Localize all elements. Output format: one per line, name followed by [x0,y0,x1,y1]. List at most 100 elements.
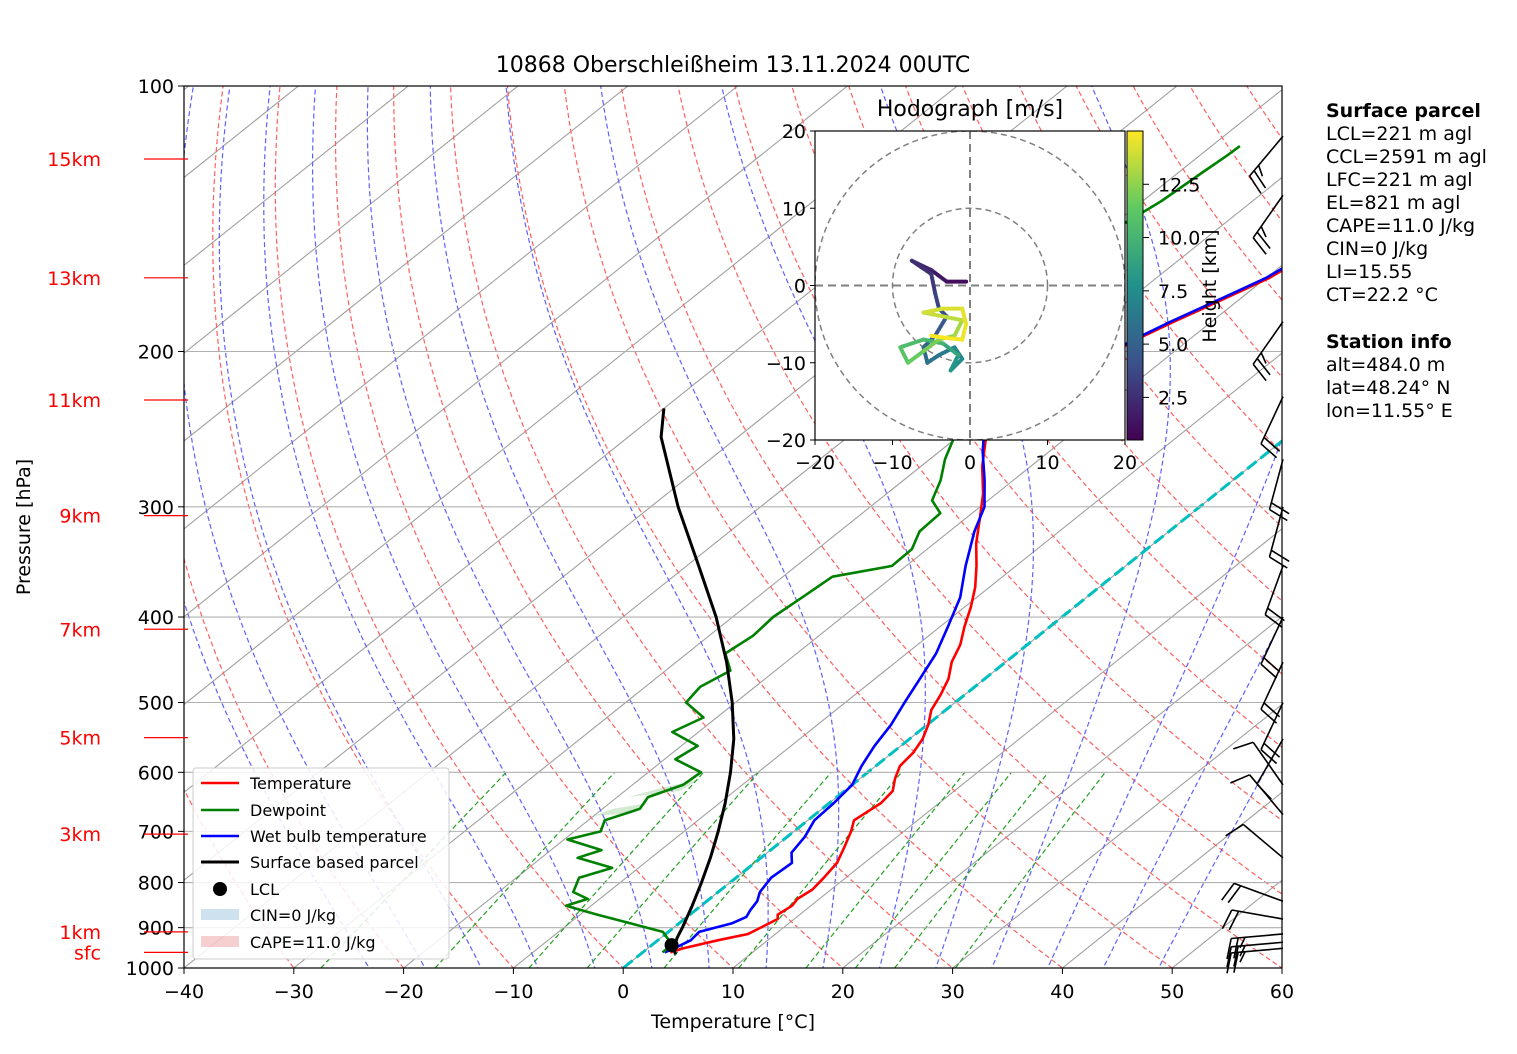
dry-adiabat-line [620,86,1282,968]
station-info-lon: lon=11.55° E [1326,400,1453,422]
cape-fill-patch [593,803,649,816]
chart-title: 10868 Oberschleißheim 13.11.2024 00UTC [496,53,971,78]
wind-barb [1260,661,1284,724]
y-axis-label: Pressure [hPa] [13,459,35,595]
isotherm-line [184,86,739,530]
x-tick-label: −20 [384,981,424,1003]
isotherm-line [184,86,410,267]
cape-fill-patch [628,778,701,798]
height-marker-label: 7km [59,619,101,641]
x-tick-label: 20 [831,981,855,1003]
isotherm-line [184,86,959,706]
colorbar-tick-label: 7.5 [1158,281,1188,303]
moist-adiabat-line [366,86,653,968]
hodograph-segment [929,333,949,341]
wind-barb [1252,194,1284,255]
moist-adiabat-line [721,86,926,968]
isotherm-line [402,264,1282,968]
wind-barb [1226,933,1284,960]
x-tick-label: −30 [274,981,314,1003]
x-tick-label: −10 [493,981,533,1003]
wind-barb [1221,882,1284,904]
x-tick-label: 10 [721,981,745,1003]
moist-adiabat-line [1102,618,1282,968]
info-panel: Surface parcel LCL=221 m agl CCL=2591 m … [1326,100,1487,423]
wind-barb [1260,396,1284,459]
x-tick-label: 0 [617,981,629,1003]
x-tick-label: 50 [1160,981,1184,1003]
legend-temperature-label: Temperature [249,774,351,793]
hodograph-x-tick-label: 20 [1113,452,1137,474]
hodograph: Hodograph [m/s] −20 −10 0 10 20 20 10 0 −10 −20 2… [766,97,1221,474]
x-tick-label: 60 [1270,981,1294,1003]
cape-cin-fill [593,778,701,816]
hodograph-segment [909,258,934,276]
surface-parcel-ccl: CCL=2591 m agl [1326,146,1487,168]
height-marker-label: 5km [59,728,101,750]
hodograph-segment [921,306,945,315]
hodograph-segment [906,349,926,365]
hodograph-y-tick-label: 0 [794,276,806,298]
series-parcel-line [659,408,736,955]
y-tick-label: 800 [138,873,174,895]
dry-adiabat-line [961,86,1282,528]
hodograph-y-tick-label: −20 [766,430,806,452]
isotherm-line [951,703,1282,968]
moist-adiabat-line [879,86,1035,968]
colorbar-tick-label: 10.0 [1158,228,1200,250]
hodograph-segment [940,314,965,323]
isotherm-line [184,86,629,442]
legend-lcl-marker [213,882,227,896]
wind-barb [1256,738,1284,800]
colorbar-tick-label: 12.5 [1158,174,1200,196]
y-tick-label: 700 [138,821,174,843]
series-wetbulb-line [664,267,1282,954]
hodograph-y-tick-label: 10 [782,198,806,220]
hodograph-segment [898,345,910,365]
surface-parcel-lcl: LCL=221 m agl [1326,123,1473,145]
wind-barb [1248,135,1284,194]
height-marker-label: 1km [59,922,101,944]
dry-adiabat-line [1018,86,1282,454]
hodograph-x-tick-label: 10 [1035,452,1059,474]
colorbar-tick-label: 5.0 [1158,334,1188,356]
station-info-alt: alt=484.0 m [1326,354,1446,376]
hodograph-x-tick-label: 0 [964,452,976,474]
wind-barb [1226,947,1284,974]
info-gap [1326,307,1487,331]
legend-lcl-label: LCL [250,880,279,899]
surface-parcel-li: LI=15.55 [1326,261,1413,283]
hodograph-segment [925,353,941,365]
dry-adiabat-line [334,86,734,968]
dry-adiabat-line [563,86,1174,968]
hodograph-ring [891,207,1049,364]
mixing-ratio-line [805,771,966,968]
hodograph-title: Hodograph [m/s] [877,97,1063,122]
hodograph-grid [815,131,1125,440]
series-temperature-line [669,269,1282,954]
hodograph-segment [921,337,941,354]
y-tick-label: 100 [138,76,174,98]
y-tick-label: 300 [138,497,174,519]
wind-barb [1268,459,1290,522]
legend-cin-label: CIN=0 J/kg [250,906,336,925]
wind-barb [1225,823,1284,859]
moist-adiabat-line [263,86,539,968]
x-axis-label: Temperature [°C] [650,1011,815,1033]
hodograph-y-tick-label: −10 [766,353,806,375]
hodograph-segment [952,318,965,338]
station-info-header: Station info [1326,331,1452,353]
y-tick-label: 600 [138,762,174,784]
wind-barb [1252,321,1284,382]
x-tick-label: −40 [164,981,204,1003]
legend-box [192,767,450,960]
hodograph-segment [929,268,949,284]
dry-adiabat-line [734,86,1282,822]
wind-barb [1264,565,1285,628]
hodograph-y-tick-label: 20 [782,121,806,143]
hodograph-segment [929,271,938,296]
background-lines [184,86,1282,968]
wind-barb [1226,941,1284,968]
